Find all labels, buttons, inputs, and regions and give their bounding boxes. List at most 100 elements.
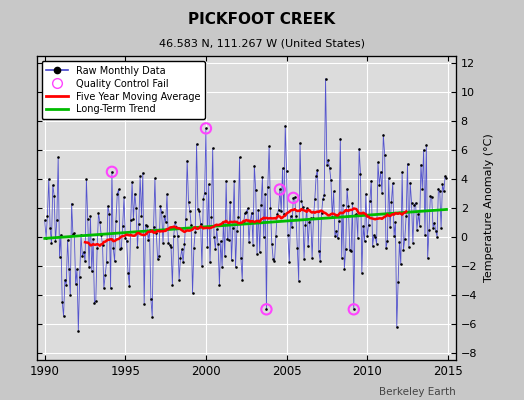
- Point: [435, 188, 444, 194]
- Point: [135, 220, 143, 227]
- Point: [442, 174, 451, 181]
- Point: [92, 298, 100, 304]
- Point: [302, 205, 311, 211]
- Point: [331, 233, 339, 239]
- Point: [333, 235, 342, 241]
- Point: [161, 219, 170, 225]
- Point: [218, 264, 226, 270]
- Point: [145, 227, 154, 234]
- Point: [151, 175, 159, 182]
- Point: [392, 324, 401, 330]
- Point: [51, 238, 60, 244]
- Point: [136, 173, 144, 180]
- Point: [296, 140, 304, 146]
- Point: [422, 142, 431, 148]
- Point: [394, 279, 402, 286]
- Point: [210, 234, 218, 240]
- Point: [118, 223, 127, 229]
- Point: [330, 188, 338, 194]
- Point: [90, 300, 99, 306]
- Point: [184, 198, 193, 205]
- Point: [257, 202, 265, 208]
- Point: [410, 202, 419, 208]
- Point: [278, 165, 287, 172]
- Point: [133, 244, 141, 250]
- Point: [65, 266, 73, 272]
- Point: [190, 245, 198, 251]
- Point: [414, 211, 422, 218]
- Point: [152, 229, 160, 236]
- Point: [337, 254, 346, 261]
- Point: [437, 225, 445, 231]
- Point: [370, 232, 378, 239]
- Text: PICKFOOT CREEK: PICKFOOT CREEK: [189, 12, 335, 27]
- Point: [407, 200, 416, 206]
- Point: [249, 242, 257, 248]
- Point: [78, 253, 86, 259]
- Point: [350, 306, 358, 312]
- Point: [42, 234, 50, 241]
- Point: [438, 181, 446, 188]
- Point: [261, 190, 269, 197]
- Point: [73, 266, 81, 272]
- Point: [433, 233, 441, 240]
- Point: [426, 193, 434, 200]
- Point: [75, 274, 84, 280]
- Point: [358, 269, 366, 276]
- Point: [401, 236, 409, 242]
- Point: [196, 220, 205, 227]
- Point: [390, 233, 398, 239]
- Point: [129, 216, 138, 223]
- Point: [157, 208, 166, 215]
- Point: [308, 255, 316, 261]
- Point: [93, 244, 101, 251]
- Point: [235, 154, 244, 160]
- Point: [294, 277, 303, 284]
- Point: [219, 218, 227, 225]
- Point: [262, 306, 270, 312]
- Point: [63, 237, 72, 244]
- Point: [192, 141, 201, 147]
- Point: [206, 259, 214, 265]
- Point: [352, 211, 361, 217]
- Point: [244, 205, 252, 212]
- Point: [324, 157, 332, 164]
- Point: [250, 162, 258, 169]
- Point: [275, 207, 283, 213]
- Point: [423, 255, 432, 261]
- Point: [293, 245, 301, 251]
- Point: [226, 198, 234, 205]
- Point: [137, 213, 146, 219]
- Point: [164, 240, 172, 246]
- Point: [209, 145, 217, 151]
- Point: [166, 242, 174, 248]
- Point: [52, 217, 61, 223]
- Point: [376, 169, 385, 175]
- Point: [283, 232, 292, 238]
- Point: [59, 313, 68, 319]
- Point: [86, 213, 95, 220]
- Point: [385, 175, 393, 181]
- Point: [213, 226, 221, 232]
- Point: [256, 249, 264, 256]
- Point: [379, 132, 388, 138]
- Point: [221, 253, 229, 259]
- Point: [321, 76, 330, 82]
- Point: [183, 157, 191, 164]
- Point: [57, 232, 65, 238]
- Point: [45, 176, 53, 182]
- Point: [104, 203, 112, 209]
- Point: [264, 184, 272, 190]
- Point: [105, 210, 113, 217]
- Point: [430, 220, 439, 226]
- Point: [320, 192, 329, 198]
- Point: [417, 161, 425, 168]
- Point: [418, 185, 427, 192]
- Point: [214, 241, 222, 248]
- Point: [216, 238, 225, 244]
- Point: [143, 223, 151, 229]
- Point: [309, 215, 318, 222]
- Point: [323, 161, 331, 168]
- Point: [388, 180, 397, 186]
- Point: [282, 168, 291, 174]
